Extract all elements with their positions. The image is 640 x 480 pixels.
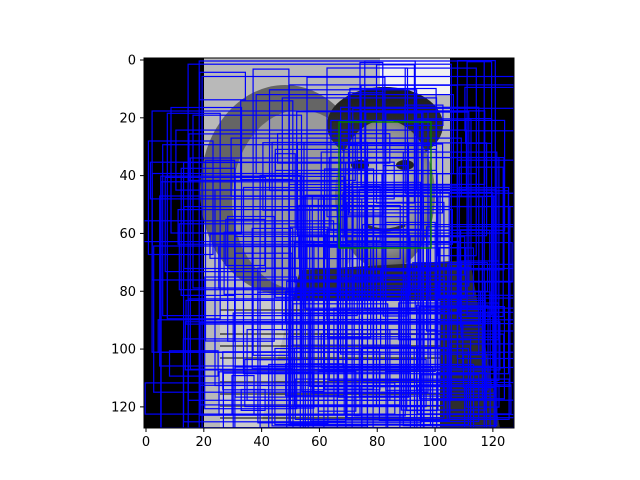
y-tick-label-0: 0 bbox=[128, 54, 136, 69]
detection-box bbox=[225, 218, 266, 267]
detection-box bbox=[296, 142, 488, 237]
detection-box bbox=[330, 119, 506, 231]
detection-box bbox=[166, 112, 221, 320]
detection-box bbox=[360, 347, 415, 381]
detection-box bbox=[457, 308, 484, 368]
detection-box bbox=[178, 223, 341, 291]
detection-box bbox=[428, 247, 475, 297]
detection-box bbox=[175, 129, 467, 191]
detection-boxes bbox=[144, 59, 514, 428]
detection-box bbox=[364, 60, 416, 310]
x-tick-label-5: 100 bbox=[423, 435, 448, 450]
detection-box bbox=[170, 106, 243, 234]
detection-box bbox=[416, 384, 512, 415]
x-tick-label-1: 20 bbox=[196, 435, 213, 450]
detection-box bbox=[187, 63, 452, 401]
detection-box bbox=[168, 350, 219, 377]
y-tick-label-4: 80 bbox=[119, 285, 136, 300]
detection-box bbox=[144, 220, 335, 243]
x-tick-label-4: 80 bbox=[369, 435, 386, 450]
detection-box bbox=[304, 194, 424, 428]
detection-box bbox=[199, 322, 401, 406]
detection-box bbox=[240, 100, 294, 181]
detection-box bbox=[201, 75, 514, 428]
detection-box bbox=[227, 215, 275, 342]
detection-box bbox=[436, 173, 477, 257]
detection-box bbox=[192, 114, 303, 289]
detection-box bbox=[375, 236, 411, 407]
portrait-image bbox=[144, 58, 514, 428]
y-tick-label-3: 60 bbox=[119, 227, 136, 242]
detection-box bbox=[458, 166, 504, 318]
detection-box bbox=[448, 192, 514, 313]
x-tick-label-0: 0 bbox=[142, 435, 150, 450]
detection-box bbox=[281, 97, 438, 331]
detection-box bbox=[465, 117, 493, 144]
detection-box bbox=[160, 175, 304, 428]
detection-box bbox=[223, 231, 410, 295]
y-tick-label-5: 100 bbox=[111, 343, 136, 358]
detection-box bbox=[375, 64, 416, 204]
detection-box bbox=[294, 378, 510, 421]
x-tick-label-6: 120 bbox=[480, 435, 505, 450]
detection-box bbox=[447, 263, 514, 401]
detection-box bbox=[426, 226, 514, 332]
detection-box bbox=[402, 151, 498, 427]
detection-box bbox=[183, 161, 347, 423]
axes-frame bbox=[143, 57, 515, 429]
detection-box bbox=[437, 281, 486, 411]
detection-box bbox=[151, 172, 383, 281]
x-tick-label-3: 60 bbox=[311, 435, 328, 450]
detection-box bbox=[311, 195, 495, 394]
detection-box bbox=[240, 388, 266, 411]
detection-box bbox=[382, 165, 408, 317]
detection-box bbox=[204, 276, 298, 410]
detection-box bbox=[257, 291, 422, 424]
detection-box bbox=[285, 363, 345, 397]
x-tick-label-2: 40 bbox=[253, 435, 270, 450]
detection-box bbox=[404, 67, 477, 194]
detection-box bbox=[320, 333, 505, 369]
detection-box bbox=[189, 157, 419, 370]
detection-box bbox=[252, 68, 290, 356]
detection-box bbox=[406, 287, 438, 412]
y-tick-label-1: 20 bbox=[119, 111, 136, 126]
y-axis: 0 20 40 60 80 100 120 bbox=[111, 54, 144, 415]
detection-box bbox=[347, 92, 384, 216]
y-tick-label-6: 120 bbox=[111, 400, 136, 415]
detection-box bbox=[180, 167, 236, 297]
detection-box bbox=[420, 374, 480, 423]
detection-box bbox=[234, 366, 434, 428]
detection-box bbox=[262, 142, 345, 211]
detection-box bbox=[234, 252, 293, 398]
highlight-box bbox=[338, 121, 432, 249]
detection-box bbox=[348, 143, 444, 214]
detection-box bbox=[465, 384, 500, 408]
detection-box bbox=[466, 61, 493, 316]
detection-box bbox=[366, 366, 416, 428]
detection-box bbox=[385, 366, 412, 428]
x-axis: 0 20 40 60 80 100 120 bbox=[142, 428, 505, 450]
y-tick-label-2: 40 bbox=[119, 169, 136, 184]
